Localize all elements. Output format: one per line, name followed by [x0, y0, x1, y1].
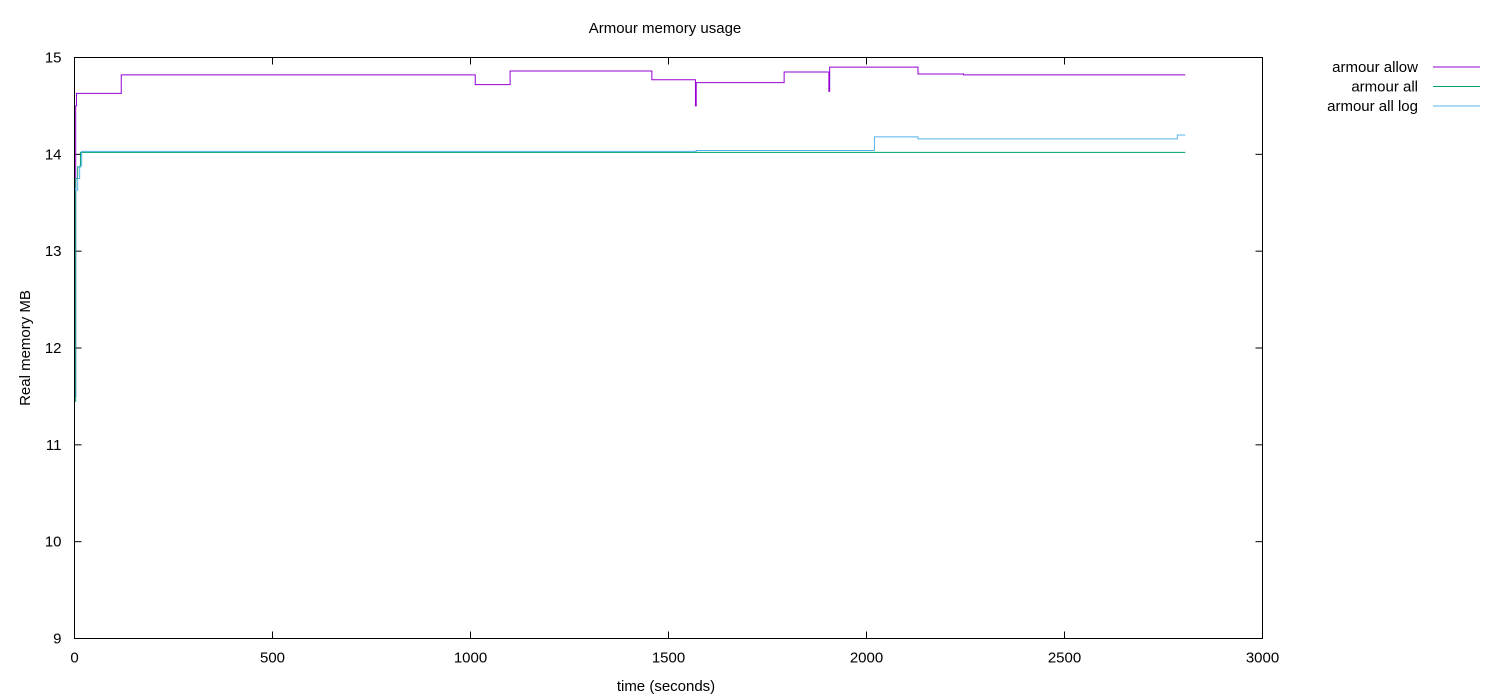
- chart-title: Armour memory usage: [589, 20, 742, 37]
- x-tick-label: 2500: [1048, 650, 1081, 667]
- legend: armour allow armour all armour all log: [1327, 59, 1480, 115]
- y-tick-label: 13: [45, 243, 62, 260]
- y-axis-ticks: 9 10 11 12 13 14 15: [45, 50, 1263, 648]
- x-tick-label: 1500: [652, 650, 685, 667]
- series-lines: [74, 66, 1186, 402]
- series-line-armour-all-log: [74, 134, 1186, 191]
- legend-label: armour allow: [1332, 59, 1418, 76]
- x-tick-label: 2000: [850, 650, 883, 667]
- series-line-armour-allow: [74, 66, 1186, 397]
- y-tick-label: 11: [46, 437, 62, 454]
- series-line-armour-all: [74, 151, 1186, 402]
- y-tick-label: 15: [45, 50, 62, 67]
- x-tick-label: 500: [260, 650, 285, 667]
- x-axis-ticks: 0 500 1000 1500 2000 2500 3000: [70, 57, 1279, 667]
- x-tick-label: 3000: [1246, 650, 1279, 667]
- plot-frame: [74, 57, 1263, 639]
- x-tick-label: 0: [70, 650, 78, 667]
- legend-label: armour all: [1351, 79, 1418, 96]
- y-tick-label: 9: [53, 631, 61, 648]
- y-tick-label: 14: [45, 146, 62, 163]
- y-axis-label: Real memory MB: [17, 290, 34, 406]
- x-tick-label: 1000: [454, 650, 487, 667]
- x-axis-label: time (seconds): [617, 678, 715, 695]
- y-tick-label: 10: [45, 534, 62, 551]
- legend-label: armour all log: [1327, 98, 1418, 115]
- y-tick-label: 12: [45, 340, 62, 357]
